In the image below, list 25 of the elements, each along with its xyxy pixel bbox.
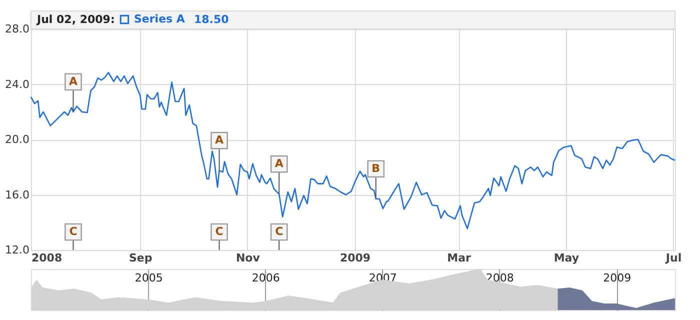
annotation: C [215, 225, 224, 238]
text: 18.50 [194, 13, 230, 26]
y-tick-label: 16.0 [5, 188, 30, 202]
annotation: B [372, 162, 380, 175]
annotation: A [215, 134, 224, 147]
y-tick-label: 12.0 [5, 244, 30, 256]
x-tick-label: Jul [664, 252, 682, 264]
legend-label: Series A [134, 12, 186, 26]
x-tick-label: Mar [447, 252, 472, 264]
x-tick-label: 2009 [603, 272, 632, 284]
chart-title: Jul 02, 2009: [36, 13, 115, 26]
annotation: C [275, 225, 284, 238]
x-tick-label: 2006 [252, 272, 280, 284]
x-tick-label: 2008 [32, 252, 62, 264]
annotation: C [69, 225, 78, 238]
x-tick-label: 2005 [134, 272, 163, 284]
y-tick-label: 24.0 [5, 78, 30, 91]
annotation: A [274, 157, 284, 170]
annotation: A [68, 74, 78, 88]
x-tick-label: May [554, 252, 580, 264]
y-tick-label: 28.0 [5, 22, 30, 36]
x-tick-label: Nov [236, 252, 261, 264]
x-tick-label: 2009 [340, 252, 371, 264]
y-tick-label: 20.0 [5, 133, 30, 146]
x-tick-label: Sep [128, 252, 152, 264]
